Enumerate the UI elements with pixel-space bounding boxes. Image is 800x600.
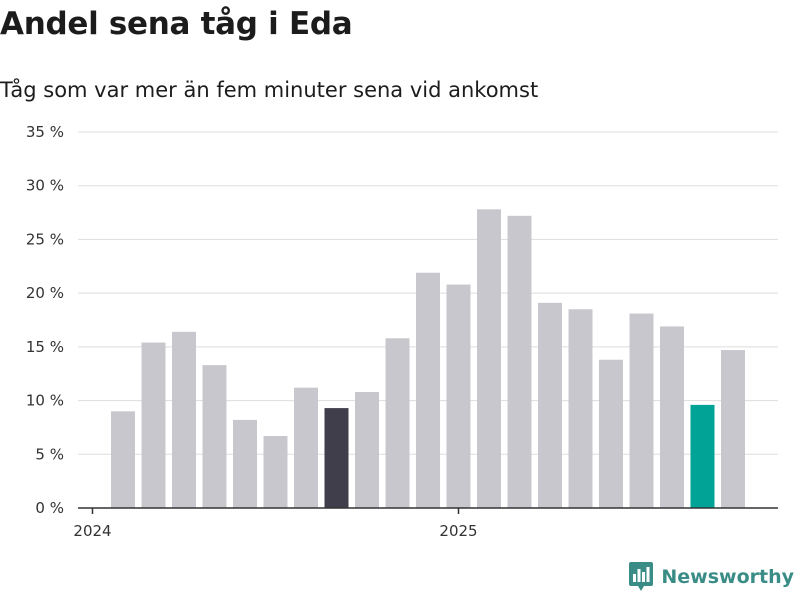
- bar-2024-05: [202, 365, 227, 508]
- x-tick-label: 2025: [439, 522, 477, 540]
- bar-2024-08: [294, 387, 318, 508]
- bar-2024-04: [172, 331, 196, 508]
- x-tick-label: 2024: [73, 522, 111, 540]
- chart-title: Andel sena tåg i Eda: [0, 6, 353, 42]
- bar-2024-03: [141, 342, 166, 508]
- y-tick-label: 20 %: [26, 284, 64, 302]
- brand-logo[interactable]: Newsworthy: [629, 562, 794, 592]
- bar-2025-02: [477, 209, 501, 508]
- y-tick-label: 30 %: [26, 177, 64, 195]
- bar-2025-08: [660, 326, 684, 508]
- y-tick-label: 25 %: [26, 230, 64, 248]
- bar-2025-03: [507, 215, 532, 508]
- bar-2024-10: [355, 391, 379, 508]
- bar-2025-09: [690, 404, 715, 508]
- bars: [111, 209, 745, 508]
- bar-2025-07: [629, 313, 654, 508]
- x-axis: 2024 2025: [73, 507, 778, 540]
- bar-2025-01: [446, 284, 471, 508]
- bar-2024-12: [416, 272, 440, 508]
- bar-2025-04: [538, 302, 562, 508]
- brand-name: Newsworthy: [661, 566, 794, 588]
- y-tick-label: 35 %: [26, 123, 64, 141]
- bar-2024-09: [324, 408, 349, 508]
- bar-2024-07: [263, 436, 288, 508]
- bar-2024-06: [233, 419, 257, 508]
- bar-2024-11: [385, 338, 410, 508]
- y-tick-label: 5 %: [35, 445, 64, 463]
- newsworthy-logo-icon: [629, 562, 654, 591]
- bar-2025-06: [599, 359, 623, 508]
- y-tick-label: 0 %: [35, 499, 64, 517]
- chart-subtitle: Tåg som var mer än fem minuter sena vid …: [0, 78, 539, 102]
- y-tick-label: 10 %: [26, 392, 64, 410]
- y-tick-label: 15 %: [26, 338, 64, 356]
- bar-2025-10: [721, 350, 745, 508]
- bar-2025-05: [568, 309, 593, 508]
- bar-2024-02: [111, 411, 135, 508]
- y-axis-ticks: 0 % 5 % 10 % 15 % 20 % 25 % 30 % 35 %: [26, 123, 64, 517]
